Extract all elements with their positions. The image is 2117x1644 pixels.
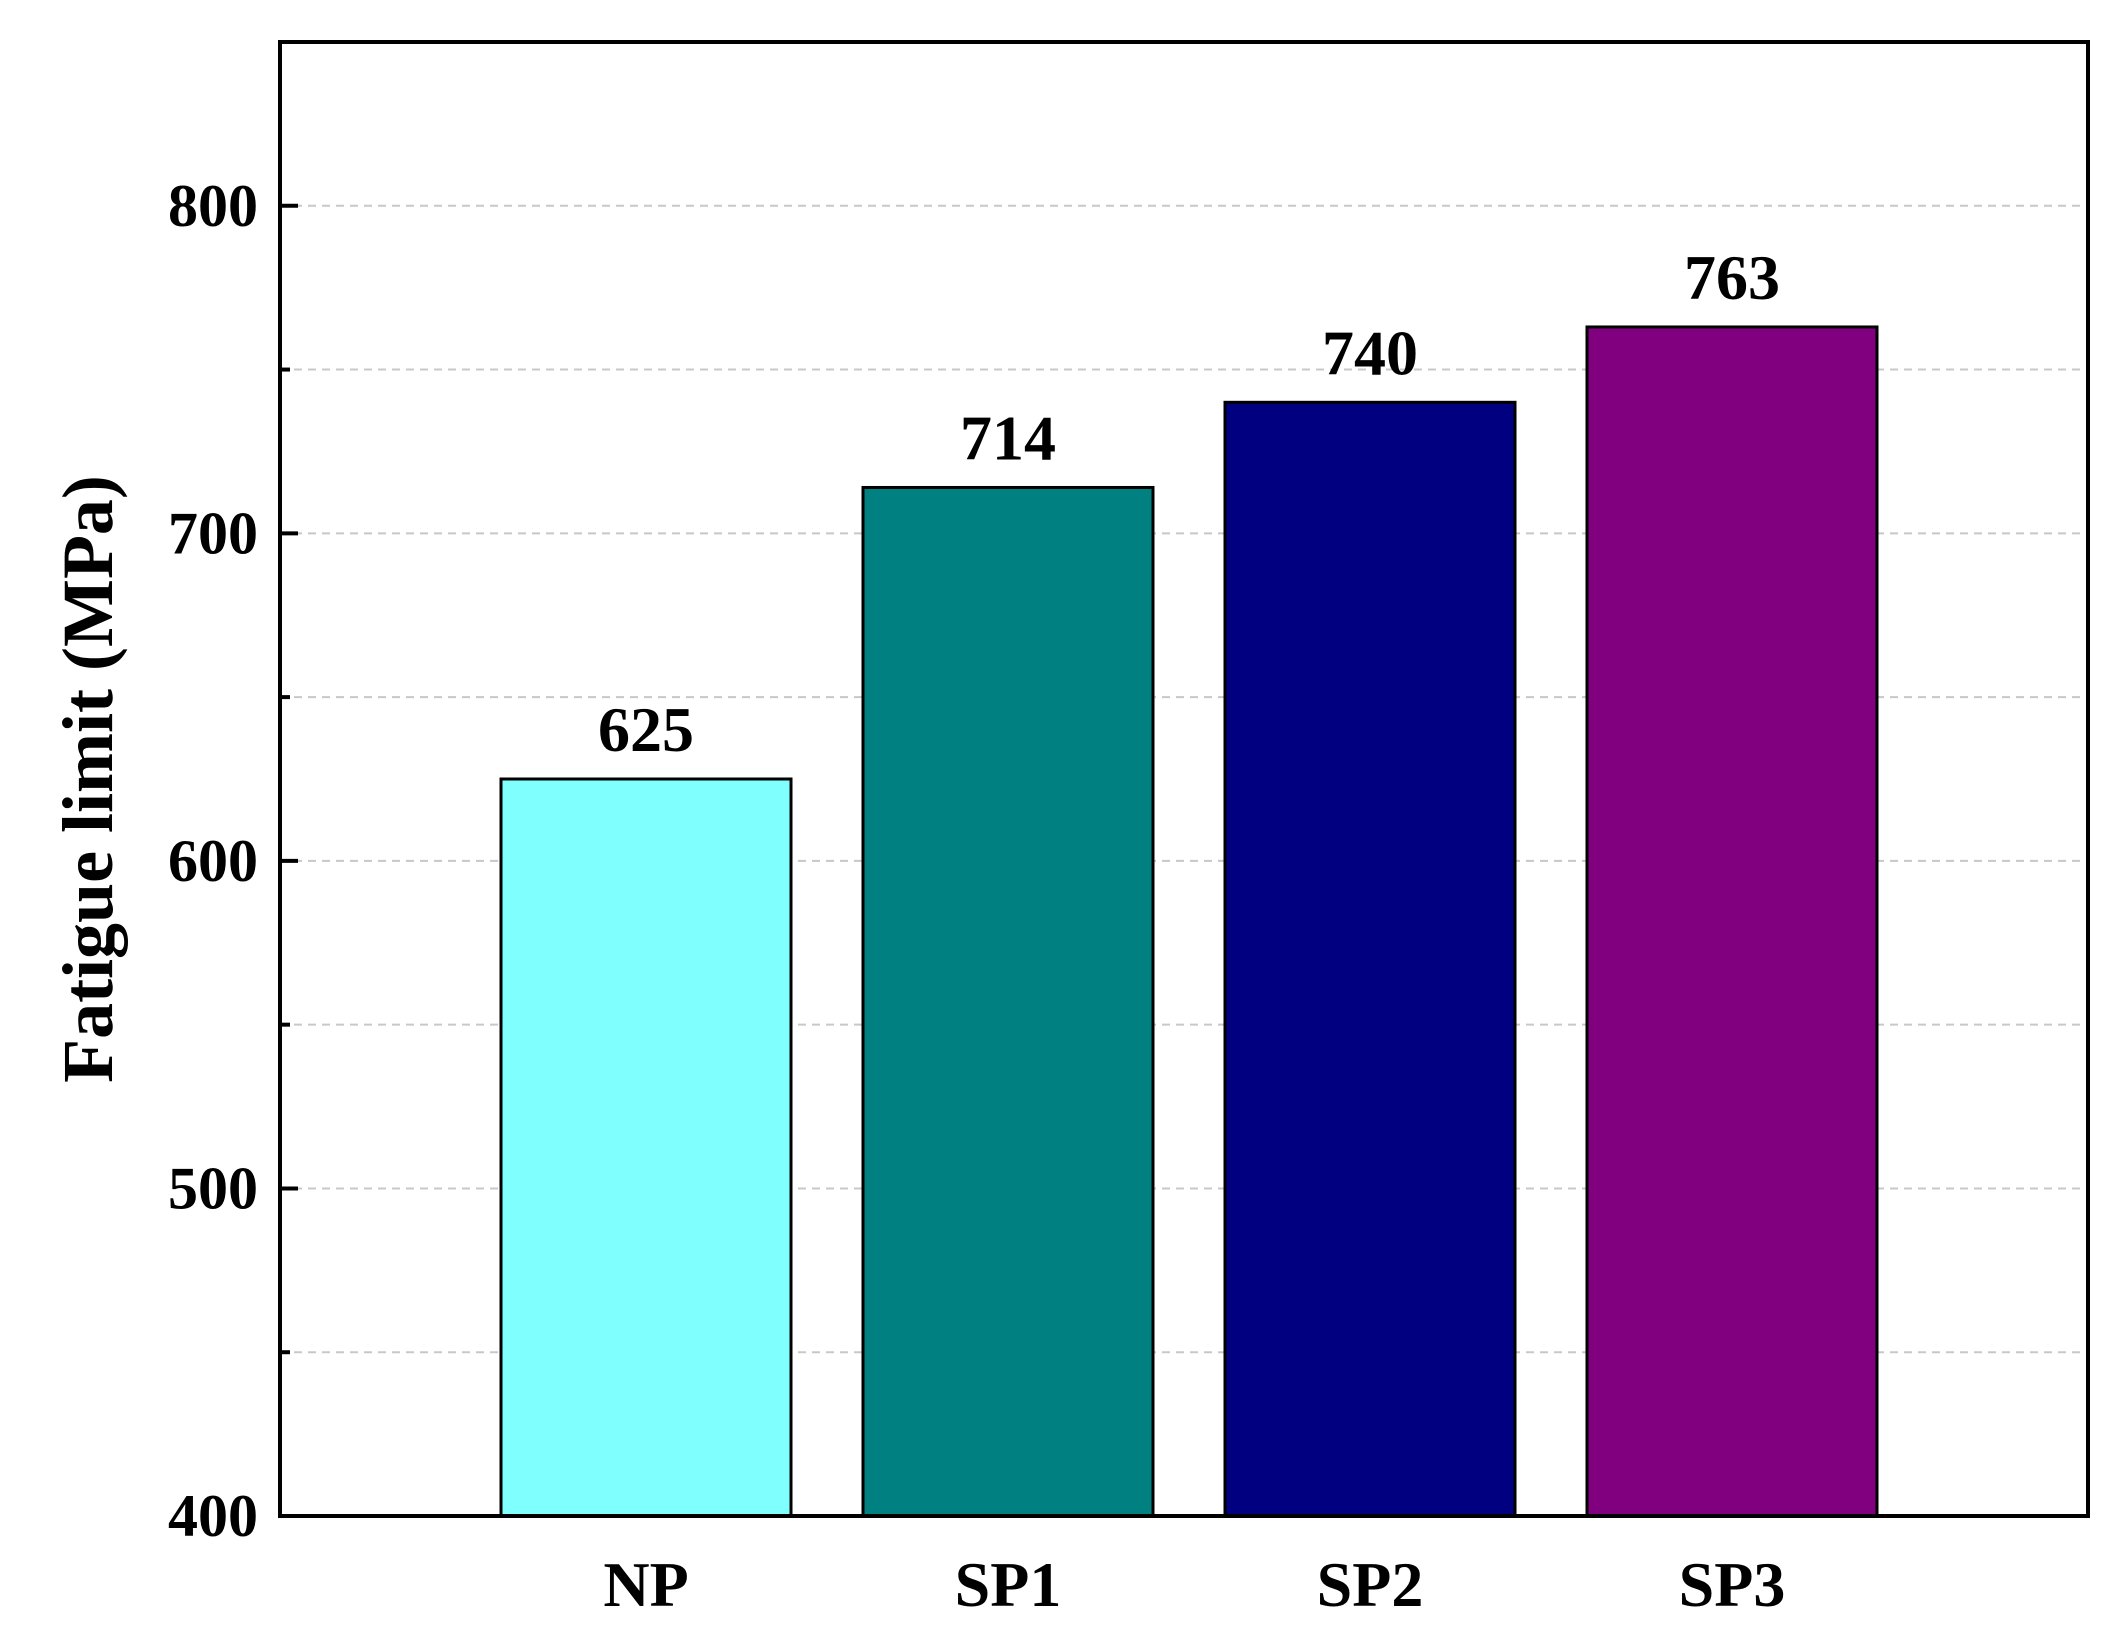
value-label-sp2: 740 [1322,317,1418,388]
value-labels: 625 714 740 763 [598,242,1780,765]
bar-sp3 [1585,325,1879,1518]
category-label-sp1: SP1 [955,1549,1062,1620]
bar-sp1 [861,485,1155,1518]
bar-sp2 [1223,400,1517,1518]
y-tick-label: 400 [168,1483,258,1549]
y-axis-ticks: 400 500 600 700 800 [168,173,298,1549]
y-axis-title: Fatigue limit (MPa) [48,475,128,1083]
y-tick-label: 800 [168,173,258,239]
x-axis-category-labels: NP SP1 SP2 SP3 [603,1549,1785,1620]
category-label-sp2: SP2 [1317,1549,1424,1620]
bars [499,325,1879,1518]
value-label-sp3: 763 [1684,242,1780,313]
bar-np [499,777,793,1518]
category-label-np: NP [603,1549,688,1620]
y-tick-label: 700 [168,500,258,566]
value-label-sp1: 714 [960,402,1056,473]
y-tick-label: 600 [168,828,258,894]
y-tick-label: 500 [168,1155,258,1221]
plot-frame [278,40,2090,1518]
value-label-np: 625 [598,694,694,765]
category-label-sp3: SP3 [1679,1549,1786,1620]
